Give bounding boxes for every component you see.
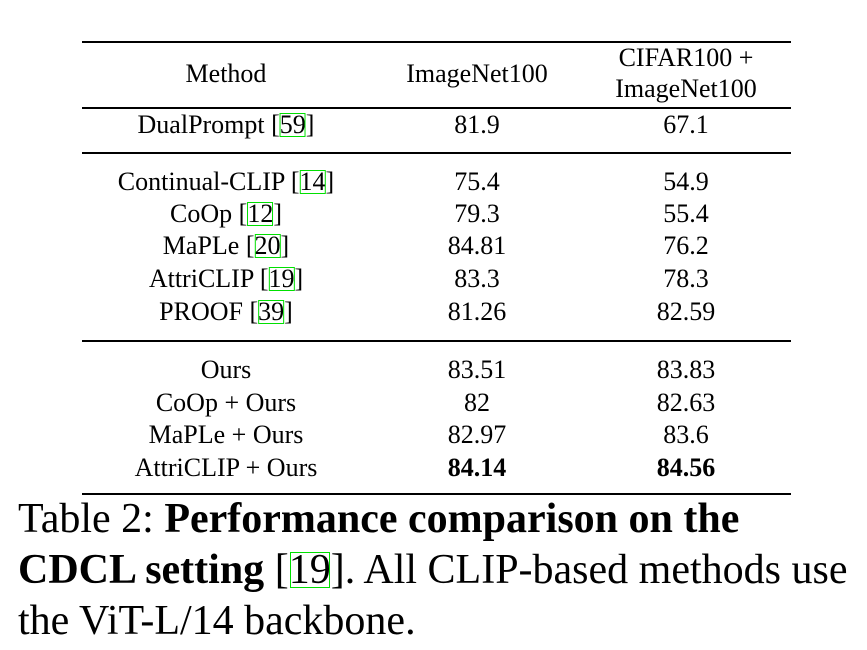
- table-cell-imagenet: 84.81: [447, 231, 507, 260]
- table-cell-imagenet: 83.3: [454, 264, 500, 293]
- caption-label: Table 2:: [18, 496, 154, 542]
- table-row-method: AttriCLIP [19]: [148, 264, 304, 293]
- table-row-method: CoOp [12]: [170, 199, 282, 228]
- citation-link[interactable]: 14: [299, 167, 326, 196]
- citation-link[interactable]: 19: [268, 264, 295, 293]
- table-cell-cifar-imagenet: 54.9: [663, 167, 709, 196]
- table-row-method: Continual-CLIP [14]: [117, 167, 335, 196]
- table-row-method: MaPLe + Ours: [148, 420, 304, 449]
- citation-link[interactable]: 59: [279, 110, 306, 139]
- caption-bold-text: Performance comparison on the CDCL setti…: [18, 496, 740, 593]
- header-rule: [82, 107, 791, 109]
- table-cell-imagenet: 82.97: [447, 420, 507, 449]
- table-row-method: MaPLe [20]: [162, 231, 290, 260]
- caption-rest: . All CLIP-based methods use the ViT-L/1…: [18, 547, 848, 644]
- table-row-method: Ours: [200, 355, 252, 384]
- section-rule-1: [82, 152, 791, 154]
- header-cifar-line1: CIFAR100 +: [618, 43, 754, 72]
- table-cell-cifar-imagenet: 83.83: [656, 355, 716, 384]
- citation-link[interactable]: 12: [247, 199, 274, 228]
- table-row-method: PROOF [39]: [159, 297, 293, 326]
- table-row-method: DualPrompt [59]: [137, 110, 315, 139]
- citation-link[interactable]: 20: [254, 231, 281, 260]
- table-row-method: AttriCLIP + Ours: [134, 453, 318, 482]
- header-method: Method: [185, 59, 267, 88]
- table-cell-cifar-imagenet: 83.6: [663, 420, 709, 449]
- header-cifar-line2: ImageNet100: [615, 74, 757, 103]
- table-cell-cifar-imagenet: 67.1: [663, 110, 709, 139]
- caption-citation-link[interactable]: 19: [288, 547, 331, 593]
- table-cell-cifar-imagenet: 82.63: [656, 388, 716, 417]
- table-cell-imagenet: 83.51: [447, 355, 507, 384]
- table-cell-cifar-imagenet: 55.4: [663, 199, 709, 228]
- table-top-rule: [82, 41, 791, 43]
- table-cell-cifar-imagenet: 78.3: [663, 264, 709, 293]
- citation-link[interactable]: 39: [258, 297, 285, 326]
- table-cell-imagenet: 82: [464, 388, 490, 417]
- table-row-method: CoOp + Ours: [155, 388, 297, 417]
- table-cell-imagenet-best: 84.14: [447, 453, 507, 482]
- header-imagenet100: ImageNet100: [406, 59, 548, 88]
- section-rule-2: [82, 340, 791, 342]
- table-cell-cifar-imagenet-best: 84.56: [656, 453, 716, 482]
- table-cell-imagenet: 81.9: [454, 110, 500, 139]
- table-cell-cifar-imagenet: 82.59: [656, 297, 716, 326]
- table-cell-imagenet: 75.4: [454, 167, 500, 196]
- table-bottom-rule: [82, 493, 791, 495]
- table-cell-cifar-imagenet: 76.2: [663, 231, 709, 260]
- table-caption: Table 2: Performance comparison on the C…: [18, 496, 848, 644]
- table-cell-imagenet: 79.3: [454, 199, 500, 228]
- table-cell-imagenet: 81.26: [447, 297, 507, 326]
